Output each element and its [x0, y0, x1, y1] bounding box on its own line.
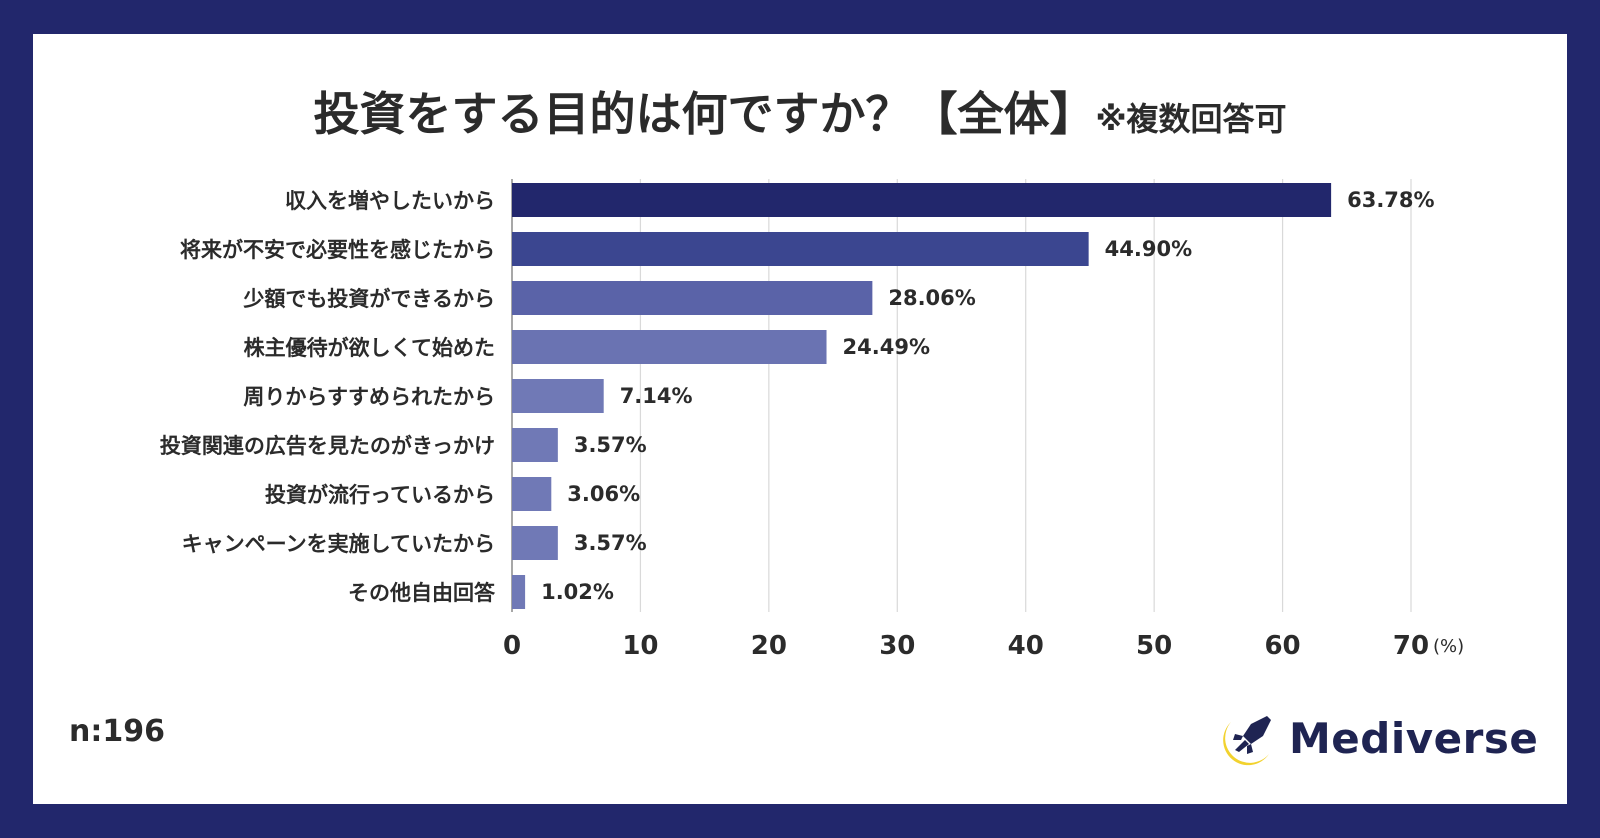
category-label: 株主優待が欲しくて始めた	[244, 336, 495, 360]
category-label: 収入を増やしたいから	[285, 189, 495, 213]
category-label: 将来が不安で必要性を感じたから	[180, 238, 495, 262]
category-label: 少額でも投資ができるから	[242, 287, 495, 311]
value-label: 63.78%	[1347, 188, 1434, 212]
category-label: 周りからすすめられたから	[243, 385, 495, 409]
title-note: ※複数回答可	[1095, 100, 1287, 138]
title-main: 投資をする目的は何ですか？【全体】	[313, 87, 1096, 141]
category-label: その他自由回答	[348, 581, 496, 605]
sample-size: n:196	[69, 714, 165, 749]
x-tick-label: 20	[751, 631, 787, 661]
x-tick-label: 50	[1136, 631, 1172, 661]
category-label: キャンペーンを実施していたから	[182, 532, 495, 556]
bar	[512, 183, 1332, 217]
value-label: 28.06%	[888, 286, 975, 310]
bar-chart: 収入を増やしたいから 63.78% 将来が不安で必要性を感じたから 44.90% 少額で…	[160, 179, 1464, 661]
bar	[512, 379, 604, 413]
value-label: 44.90%	[1105, 237, 1192, 261]
bar	[512, 575, 526, 609]
bar	[512, 428, 558, 462]
category-label: 投資関連の広告を見たのがきっかけ	[160, 434, 495, 458]
value-label: 7.14%	[620, 384, 693, 408]
x-tick-label: 0	[503, 631, 521, 661]
rocket-moon-icon	[1223, 716, 1271, 766]
x-unit-label: (%)	[1433, 636, 1464, 657]
value-label: 3.06%	[567, 482, 640, 506]
chart-card: 投資をする目的は何ですか？【全体】※複数回答可 収入を増やしたいから 63.78%…	[33, 34, 1567, 804]
bar	[512, 477, 552, 511]
bar	[512, 281, 873, 315]
value-label: 1.02%	[541, 580, 614, 604]
x-tick-label: 70	[1393, 631, 1429, 661]
bar	[512, 526, 558, 560]
x-tick-label: 30	[879, 631, 915, 661]
brand-name: Mediverse	[1289, 713, 1539, 763]
value-label: 3.57%	[574, 531, 647, 555]
x-tick-label: 60	[1264, 631, 1300, 661]
x-tick-label: 40	[1008, 631, 1044, 661]
bar	[512, 232, 1089, 266]
chart-title: 投資をする目的は何ですか？【全体】※複数回答可	[33, 78, 1567, 144]
x-tick-label: 10	[622, 631, 658, 661]
value-label: 3.57%	[574, 433, 647, 457]
value-label: 24.49%	[843, 335, 930, 359]
bar	[512, 330, 827, 364]
brand-logo: Mediverse	[1223, 710, 1538, 766]
category-label: 投資が流行っているから	[265, 483, 495, 507]
